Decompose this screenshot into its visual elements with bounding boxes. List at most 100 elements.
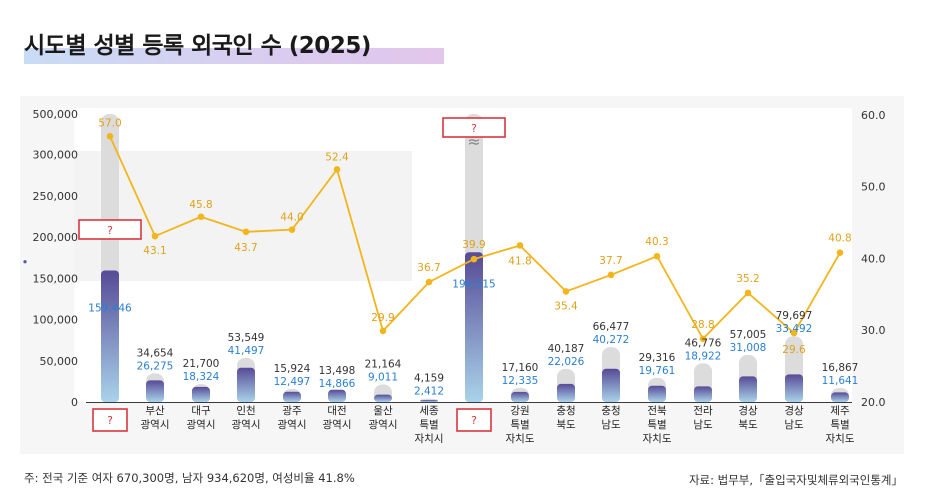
female-bar (785, 374, 803, 402)
ratio-point (242, 228, 250, 236)
right-tick-label: 20.0 (861, 396, 886, 409)
female-bar (146, 380, 164, 402)
right-tick-label: 40.0 (861, 252, 886, 265)
ratio-label: 40.3 (645, 236, 668, 248)
category-label: 전라 (693, 405, 713, 417)
category-label: 울산 (373, 405, 393, 417)
category-label: 특별 (510, 419, 529, 431)
footnote: 주: 전국 기준 여자 670,300명, 남자 934,620명, 여성비율 … (24, 471, 355, 485)
category-label: 광역시 (232, 419, 261, 431)
ratio-label: 35.2 (736, 273, 759, 285)
category-label: 부산 (145, 405, 165, 417)
total-value-label: 15,924 (274, 363, 311, 375)
ratio-label: 36.7 (417, 262, 440, 274)
female-value-label: 11,641 (822, 375, 859, 387)
unknown-category-box (456, 408, 492, 432)
female-bar (328, 389, 346, 402)
female-bar (374, 394, 392, 402)
category-label: 북도 (738, 419, 758, 431)
ratio-label: 29.6 (782, 344, 806, 356)
category-label: 남도 (784, 419, 804, 431)
total-value-label: 40,187 (548, 343, 585, 355)
ratio-point (106, 133, 114, 140)
ratio-point (379, 327, 387, 335)
total-value-label: 66,477 (593, 321, 630, 333)
female-bar (694, 386, 712, 402)
right-tick-label: 60.0 (861, 109, 886, 122)
category-label: 대전 (327, 405, 346, 417)
female-value-label: 196,515 (452, 278, 495, 290)
plot-band (74, 151, 412, 281)
female-bar (739, 376, 757, 402)
left-tick-label: 0 (71, 396, 78, 409)
ratio-point (607, 271, 615, 279)
category-label: 충청 (556, 405, 575, 417)
total-value-label: 46,776 (685, 337, 722, 349)
total-value-label: 57,005 (730, 329, 767, 341)
ratio-point (288, 226, 296, 233)
category-label: 광역시 (187, 419, 216, 431)
ratio-label: 57.0 (98, 117, 121, 129)
ratio-point (653, 252, 661, 260)
ratio-label: 39.9 (462, 239, 485, 251)
category-label: ? (471, 414, 477, 427)
title-highlight (24, 48, 444, 64)
category-label: 인천 (236, 405, 255, 417)
category-label: ? (107, 414, 113, 427)
total-value-label: 79,697 (776, 310, 813, 322)
category-label: 자치도 (826, 433, 855, 445)
female-bar (237, 367, 255, 402)
unknown-total-box (442, 117, 506, 138)
ratio-label: 45.8 (189, 199, 212, 211)
category-label: 특별 (647, 419, 666, 431)
female-bar (283, 391, 301, 402)
ratio-point (699, 335, 707, 343)
ratio-point (790, 329, 798, 337)
ratio-label: 43.1 (143, 245, 166, 257)
female-bar (648, 385, 666, 402)
category-label: 제주 (830, 405, 850, 417)
ratio-point (744, 289, 752, 297)
total-value-label: 4,159 (414, 373, 444, 385)
ratio-point (197, 213, 205, 221)
female-value-label: 31,008 (730, 342, 767, 354)
title-block: 시도별 성별 등록 외국인 수 (2025) (24, 26, 444, 64)
category-label: 자치시 (415, 433, 444, 445)
category-label: 전북 (647, 405, 667, 417)
total-value-label: 34,654 (137, 347, 174, 359)
ratio-label: 41.8 (508, 255, 531, 267)
left-tick-label: 300,000 (33, 149, 79, 162)
ratio-label: 44.0 (280, 212, 303, 224)
left-tick-label: 50,000 (40, 355, 79, 368)
female-value-label: 12,497 (274, 376, 311, 388)
chart-svg: 0 50,000 100,000 150,000 200,000 250,000 300,0… (23, 108, 886, 445)
ratio-point (470, 255, 478, 263)
right-tick-label: 50.0 (861, 181, 886, 194)
female-value-label: 22,026 (548, 356, 585, 368)
female-value-label: 41,497 (228, 345, 265, 357)
chart-title: 시도별 성별 등록 외국인 수 (2025) (24, 33, 371, 59)
ratio-label: 43.7 (234, 242, 257, 254)
female-value-label: 159,446 (88, 302, 132, 314)
category-label: 특별 (419, 419, 438, 431)
female-bar (101, 270, 119, 402)
female-bar (831, 392, 849, 402)
category-label: 특별 (830, 419, 849, 431)
total-value-label: 21,164 (365, 359, 402, 371)
category-label: 자치도 (506, 433, 535, 445)
category-label: 광역시 (141, 419, 170, 431)
female-value-label: 9,011 (368, 372, 398, 384)
category-label: 광역시 (278, 419, 307, 431)
female-value-label: 19,761 (639, 365, 676, 377)
left-tick-label: 200,000 (33, 231, 79, 244)
female-bar (511, 391, 529, 402)
ratio-point (333, 166, 341, 173)
category-label: 남도 (601, 419, 621, 431)
category-label: 경상 (784, 404, 804, 417)
female-bar (557, 383, 575, 402)
category-label: 충청 (601, 405, 620, 417)
ratio-label: 37.7 (599, 255, 622, 267)
category-label: 대구 (191, 405, 211, 417)
total-value-label: 16,867 (822, 362, 859, 374)
ratio-label: 52.4 (325, 151, 349, 163)
